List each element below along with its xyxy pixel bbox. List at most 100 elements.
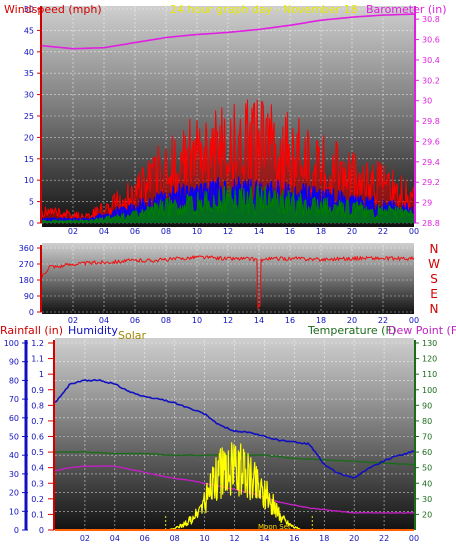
wind-tick-label: 15 <box>24 155 34 164</box>
temperature-tick-label: 20 <box>422 510 432 519</box>
wind-tick-label: 45 <box>24 26 34 35</box>
rain-tick-label: 0 <box>39 526 44 535</box>
humidity-tick-label: 10 <box>9 507 19 516</box>
compass-label: N <box>430 242 439 256</box>
temperature-tick-label: 30 <box>422 495 432 504</box>
compass-label: N <box>430 302 439 316</box>
rain-tick-label: 0.8 <box>31 401 44 410</box>
barometer-tick-label: 30 <box>422 97 432 106</box>
direction-tick-label: 180 <box>19 276 34 285</box>
barometer-tick-label: 30.2 <box>422 76 440 85</box>
temperature-tick-label: 40 <box>422 479 432 488</box>
barometer-label: Barometer (in) <box>366 3 447 16</box>
barometer-tick-label: 30.6 <box>422 36 440 45</box>
rain-tick-label: 0.3 <box>31 479 44 488</box>
low-area <box>42 185 414 223</box>
windspeed-area <box>42 99 414 223</box>
rain-tick-label: 1 <box>39 370 44 379</box>
temperature-tick-label: 70 <box>422 433 432 442</box>
barometer-tick-label: 29.4 <box>422 158 440 167</box>
direction-tick-label: 270 <box>19 260 34 269</box>
temperature-tick-label: 100 <box>422 386 437 395</box>
rain-tick-label: 0.2 <box>31 495 44 504</box>
x-tick-label: 12 <box>223 316 233 325</box>
humidity-tick-label: 30 <box>9 470 19 479</box>
rainfall-label: Rainfall (in) <box>0 324 63 337</box>
humidity-tick-label: 60 <box>9 414 19 423</box>
compass-label: S <box>430 272 438 286</box>
solar-label: Solar <box>118 329 147 342</box>
low-line <box>41 184 415 223</box>
humidity-tick-label: 40 <box>9 451 19 460</box>
wind-tick-label: 40 <box>24 48 34 57</box>
rain-tick-label: 0.5 <box>31 448 44 457</box>
temperature-tick-label: 80 <box>422 417 432 426</box>
temperature-tick-label: 50 <box>422 464 432 473</box>
humidity-tick-label: 80 <box>9 376 19 385</box>
x-tick-label: 16 <box>285 227 295 236</box>
humidity-tick-label: 20 <box>9 489 19 498</box>
temperature-tick-label: 120 <box>422 355 437 364</box>
direction-tick-label: 360 <box>19 244 34 253</box>
x-tick-label: 08 <box>161 316 171 325</box>
wind-direction-line <box>41 255 415 310</box>
x-tick-label: 12 <box>229 534 239 543</box>
compass-label: W <box>428 257 440 271</box>
x-tick-label: 04 <box>99 316 109 325</box>
humidity-tick-label: 100 <box>4 339 19 348</box>
x-tick-label: 20 <box>349 534 359 543</box>
wind-tick-label: 25 <box>24 112 34 121</box>
barometer-tick-label: 29.6 <box>422 137 440 146</box>
x-tick-label: 16 <box>289 534 299 543</box>
wind-tick-label: 35 <box>24 69 34 78</box>
barometer-tick-label: 29.8 <box>422 117 440 126</box>
rain-panel-background <box>55 338 414 531</box>
rain-tick-label: 1.1 <box>31 355 44 364</box>
x-tick-label: 12 <box>223 227 233 236</box>
x-tick-label: 22 <box>378 227 388 236</box>
compass-label: E <box>430 287 438 301</box>
x-tick-label: 10 <box>199 534 209 543</box>
x-tick-label: 22 <box>379 534 389 543</box>
humidity-line <box>54 378 415 479</box>
x-tick-label: 18 <box>319 534 329 543</box>
windspeed-label: Windspeed (mph) <box>4 3 102 16</box>
rain-tick-label: 0.1 <box>31 510 44 519</box>
wind-tick-label: 0 <box>29 219 34 228</box>
x-tick-label: 20 <box>347 227 357 236</box>
temperature-label: Temperature (F) <box>307 324 396 337</box>
rain-tick-label: 1.2 <box>31 339 44 348</box>
x-tick-label: 00 <box>409 316 419 325</box>
barometer-tick-label: 28.8 <box>422 219 440 228</box>
x-tick-label: 02 <box>68 316 78 325</box>
x-tick-label: 08 <box>170 534 180 543</box>
humidity-tick-label: 50 <box>9 433 19 442</box>
x-tick-label: 04 <box>99 227 109 236</box>
x-tick-label: 20 <box>347 316 357 325</box>
x-tick-label: 14 <box>254 316 264 325</box>
humidity-tick-label: 0 <box>14 526 19 535</box>
x-tick-label: 00 <box>409 534 419 543</box>
x-tick-label: 02 <box>80 534 90 543</box>
barometer-tick-label: 29.2 <box>422 178 440 187</box>
humidity-label: Humidity <box>68 324 118 337</box>
wind-tick-label: 20 <box>24 133 34 142</box>
x-tick-label: 04 <box>110 534 120 543</box>
temperature-tick-label: 60 <box>422 448 432 457</box>
x-tick-label: 14 <box>254 227 264 236</box>
x-tick-label: 06 <box>140 534 150 543</box>
x-tick-label: 14 <box>259 534 269 543</box>
x-tick-label: 16 <box>285 316 295 325</box>
humidity-tick-label: 70 <box>9 395 19 404</box>
rain-tick-label: 0.4 <box>31 464 44 473</box>
wind-tick-label: 5 <box>29 198 34 207</box>
wind-tick-label: 10 <box>24 176 34 185</box>
x-tick-label: 22 <box>378 316 388 325</box>
temperature-tick-label: 90 <box>422 401 432 410</box>
dewpoint-label: Dew Point (F) <box>388 324 456 337</box>
moon-set-label: Moon Set <box>258 523 291 531</box>
wind-tick-label: 50 <box>24 5 34 14</box>
barometer-tick-label: 30.8 <box>422 15 440 24</box>
